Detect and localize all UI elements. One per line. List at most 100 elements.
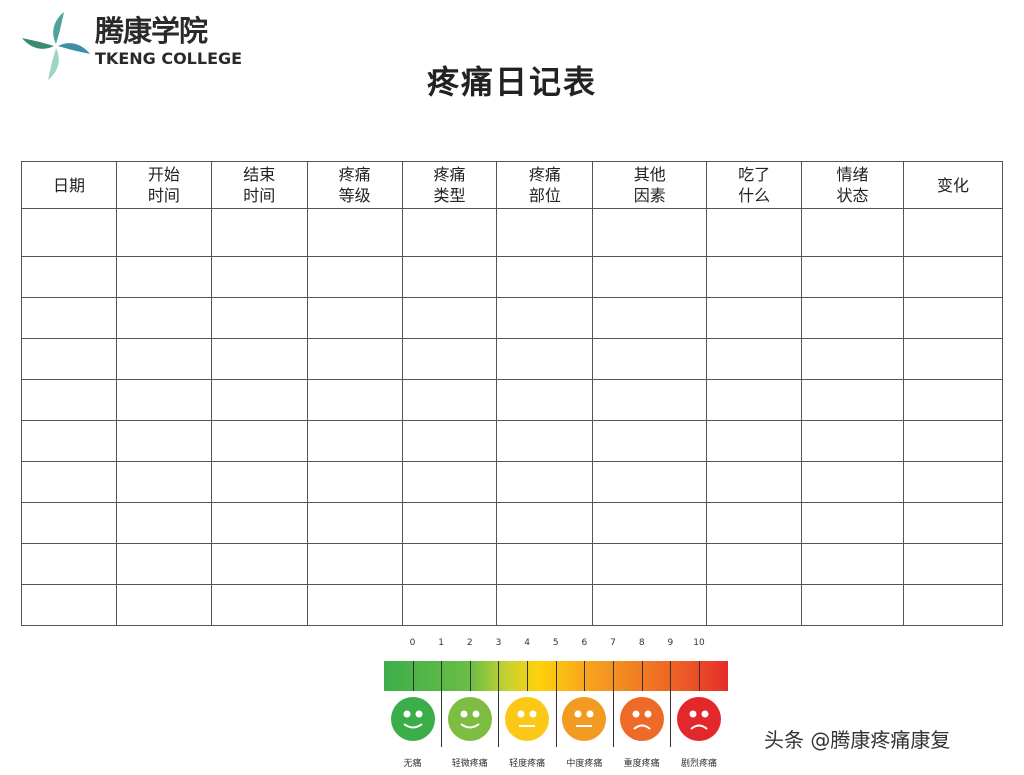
table-cell[interactable] bbox=[401, 338, 498, 380]
table-cell[interactable] bbox=[115, 379, 212, 421]
table-cell[interactable] bbox=[801, 543, 904, 585]
table-cell[interactable] bbox=[496, 584, 594, 626]
table-cell[interactable] bbox=[115, 297, 212, 339]
table-cell[interactable] bbox=[210, 420, 308, 462]
table-cell[interactable] bbox=[306, 256, 403, 298]
table-cell[interactable] bbox=[903, 208, 1003, 257]
table-cell[interactable] bbox=[801, 256, 904, 298]
table-cell[interactable] bbox=[115, 338, 212, 380]
table-cell[interactable] bbox=[21, 379, 117, 421]
table-cell[interactable] bbox=[903, 338, 1003, 380]
table-cell[interactable] bbox=[903, 256, 1003, 298]
table-cell[interactable] bbox=[306, 502, 403, 544]
table-cell[interactable] bbox=[706, 338, 803, 380]
table-cell[interactable] bbox=[496, 420, 594, 462]
table-cell[interactable] bbox=[306, 208, 403, 257]
table-cell[interactable] bbox=[401, 297, 498, 339]
table-cell[interactable] bbox=[592, 420, 708, 462]
table-cell[interactable] bbox=[306, 338, 403, 380]
table-cell[interactable] bbox=[115, 208, 212, 257]
table-cell[interactable] bbox=[592, 584, 708, 626]
table-cell[interactable] bbox=[903, 461, 1003, 503]
table-cell[interactable] bbox=[903, 379, 1003, 421]
table-cell[interactable] bbox=[306, 379, 403, 421]
table-cell[interactable] bbox=[210, 502, 308, 544]
table-cell[interactable] bbox=[903, 584, 1003, 626]
table-cell[interactable] bbox=[496, 461, 594, 503]
table-cell[interactable] bbox=[592, 543, 708, 585]
table-cell[interactable] bbox=[210, 338, 308, 380]
table-cell[interactable] bbox=[903, 543, 1003, 585]
table-cell[interactable] bbox=[401, 461, 498, 503]
table-cell[interactable] bbox=[115, 502, 212, 544]
table-cell[interactable] bbox=[21, 420, 117, 462]
table-cell[interactable] bbox=[306, 420, 403, 462]
table-cell[interactable] bbox=[801, 420, 904, 462]
table-cell[interactable] bbox=[306, 584, 403, 626]
table-cell[interactable] bbox=[903, 420, 1003, 462]
table-cell[interactable] bbox=[21, 461, 117, 503]
table-cell[interactable] bbox=[115, 461, 212, 503]
table-cell[interactable] bbox=[210, 256, 308, 298]
table-cell[interactable] bbox=[801, 338, 904, 380]
table-cell[interactable] bbox=[210, 461, 308, 503]
table-cell[interactable] bbox=[706, 543, 803, 585]
table-cell[interactable] bbox=[496, 256, 594, 298]
table-cell[interactable] bbox=[115, 543, 212, 585]
table-cell[interactable] bbox=[306, 297, 403, 339]
table-cell[interactable] bbox=[21, 297, 117, 339]
table-cell[interactable] bbox=[801, 461, 904, 503]
table-cell[interactable] bbox=[706, 461, 803, 503]
table-cell[interactable] bbox=[592, 502, 708, 544]
table-cell[interactable] bbox=[21, 543, 117, 585]
table-cell[interactable] bbox=[801, 208, 904, 257]
table-cell[interactable] bbox=[21, 584, 117, 626]
table-cell[interactable] bbox=[592, 379, 708, 421]
table-cell[interactable] bbox=[801, 297, 904, 339]
table-cell[interactable] bbox=[496, 502, 594, 544]
table-cell[interactable] bbox=[210, 584, 308, 626]
table-cell[interactable] bbox=[401, 584, 498, 626]
table-cell[interactable] bbox=[401, 208, 498, 257]
table-cell[interactable] bbox=[21, 502, 117, 544]
table-cell[interactable] bbox=[210, 379, 308, 421]
table-cell[interactable] bbox=[706, 208, 803, 257]
table-cell[interactable] bbox=[306, 461, 403, 503]
table-cell[interactable] bbox=[801, 379, 904, 421]
table-cell[interactable] bbox=[706, 379, 803, 421]
table-cell[interactable] bbox=[210, 208, 308, 257]
table-cell[interactable] bbox=[496, 338, 594, 380]
table-cell[interactable] bbox=[401, 379, 498, 421]
table-cell[interactable] bbox=[401, 420, 498, 462]
table-cell[interactable] bbox=[706, 502, 803, 544]
table-cell[interactable] bbox=[801, 502, 904, 544]
table-cell[interactable] bbox=[496, 208, 594, 257]
table-cell[interactable] bbox=[496, 297, 594, 339]
table-cell[interactable] bbox=[801, 584, 904, 626]
table-cell[interactable] bbox=[115, 420, 212, 462]
table-cell[interactable] bbox=[706, 584, 803, 626]
table-cell[interactable] bbox=[706, 256, 803, 298]
table-cell[interactable] bbox=[401, 256, 498, 298]
table-cell[interactable] bbox=[592, 461, 708, 503]
table-cell[interactable] bbox=[706, 297, 803, 339]
table-cell[interactable] bbox=[706, 420, 803, 462]
table-cell[interactable] bbox=[21, 256, 117, 298]
table-cell[interactable] bbox=[496, 379, 594, 421]
table-cell[interactable] bbox=[592, 338, 708, 380]
table-cell[interactable] bbox=[210, 297, 308, 339]
table-cell[interactable] bbox=[21, 208, 117, 257]
table-cell[interactable] bbox=[592, 256, 708, 298]
table-cell[interactable] bbox=[903, 297, 1003, 339]
table-cell[interactable] bbox=[306, 543, 403, 585]
table-cell[interactable] bbox=[401, 502, 498, 544]
table-cell[interactable] bbox=[401, 543, 498, 585]
table-cell[interactable] bbox=[210, 543, 308, 585]
table-cell[interactable] bbox=[592, 208, 708, 257]
table-cell[interactable] bbox=[592, 297, 708, 339]
table-cell[interactable] bbox=[903, 502, 1003, 544]
table-cell[interactable] bbox=[115, 584, 212, 626]
table-cell[interactable] bbox=[115, 256, 212, 298]
table-cell[interactable] bbox=[496, 543, 594, 585]
table-cell[interactable] bbox=[21, 338, 117, 380]
